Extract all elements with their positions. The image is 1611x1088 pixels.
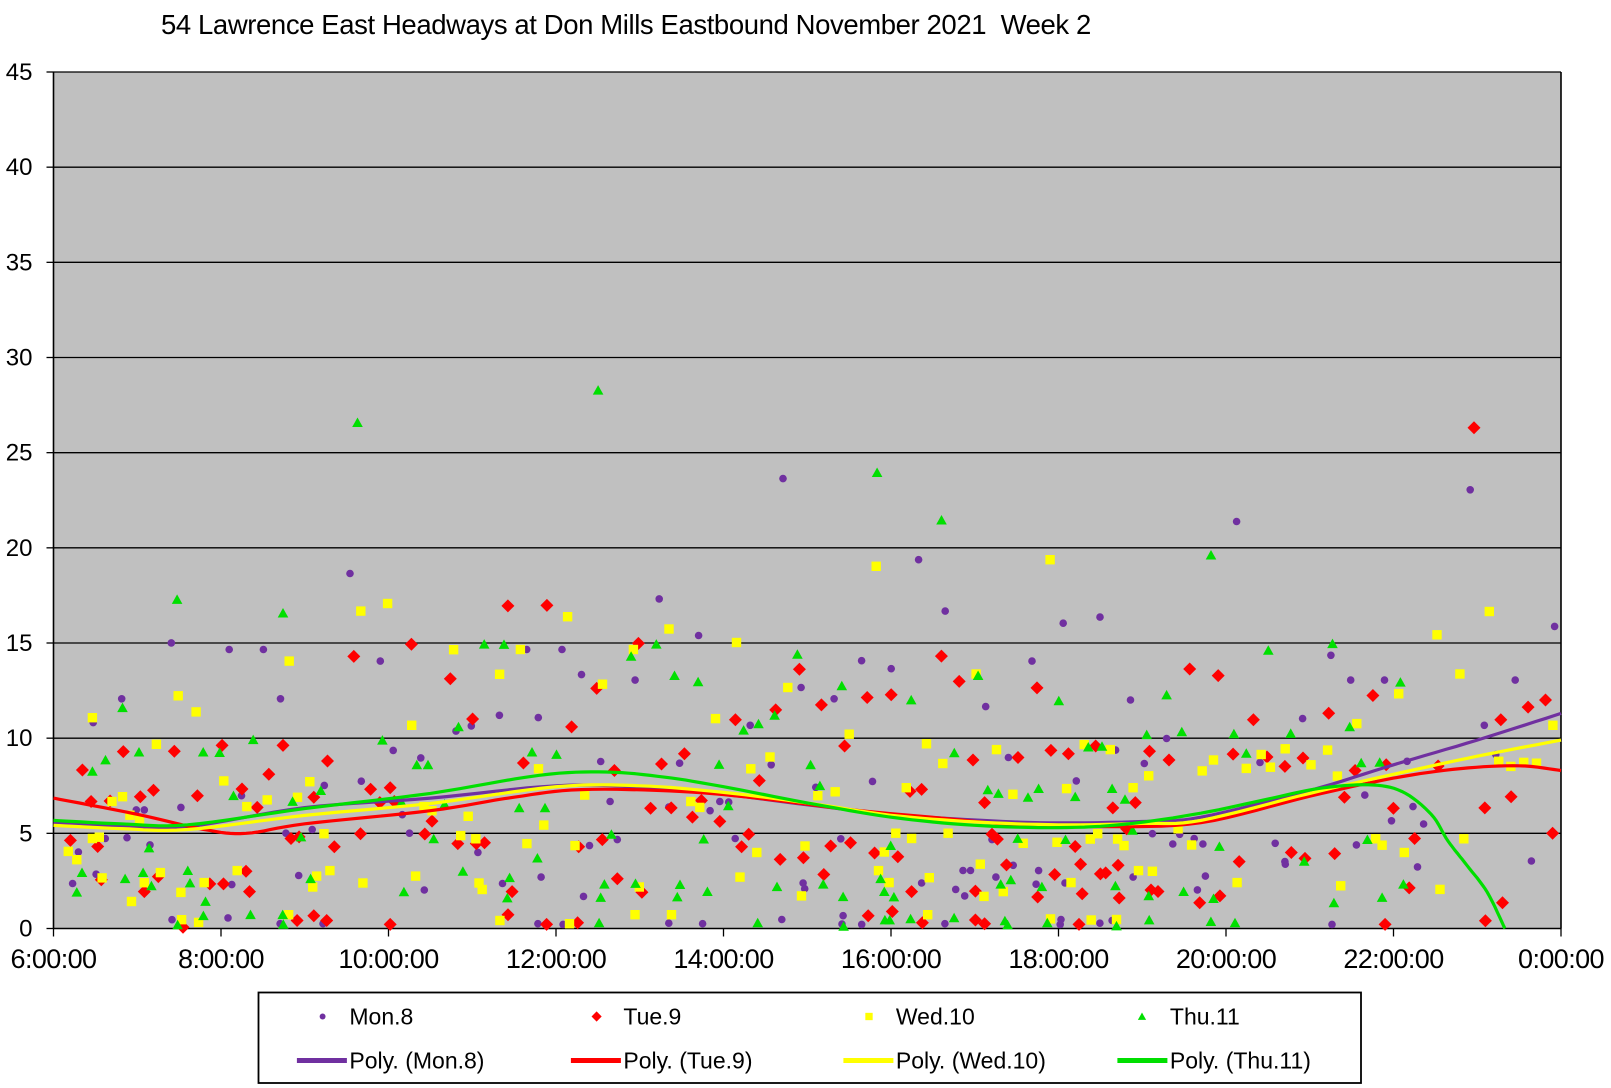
svg-text:14:00:00: 14:00:00 — [673, 944, 773, 974]
svg-text:Poly. (Thu.11): Poly. (Thu.11) — [1170, 1048, 1311, 1074]
svg-text:20: 20 — [6, 535, 33, 562]
svg-text:Thu.11: Thu.11 — [1170, 1004, 1240, 1030]
svg-text:12:00:00: 12:00:00 — [506, 944, 606, 974]
svg-text:15: 15 — [6, 630, 33, 657]
svg-text:25: 25 — [6, 440, 33, 467]
svg-text:Wed.10: Wed.10 — [896, 1004, 975, 1030]
svg-text:16:00:00: 16:00:00 — [841, 944, 941, 974]
svg-text:Poly. (Mon.8): Poly. (Mon.8) — [349, 1048, 484, 1074]
svg-text:54 Lawrence East Headways at D: 54 Lawrence East Headways at Don Mills E… — [161, 9, 1091, 40]
svg-text:40: 40 — [6, 154, 33, 181]
svg-text:Poly. (Wed.10): Poly. (Wed.10) — [896, 1048, 1046, 1074]
svg-text:Tue.9: Tue.9 — [623, 1004, 681, 1030]
svg-text:Mon.8: Mon.8 — [349, 1004, 413, 1030]
svg-text:6:00:00: 6:00:00 — [11, 944, 97, 974]
svg-text:5: 5 — [19, 820, 32, 847]
svg-text:35: 35 — [6, 249, 33, 276]
svg-text:20:00:00: 20:00:00 — [1176, 944, 1276, 974]
svg-text:8:00:00: 8:00:00 — [178, 944, 264, 974]
svg-text:Poly. (Tue.9): Poly. (Tue.9) — [623, 1048, 752, 1074]
svg-text:22:00:00: 22:00:00 — [1343, 944, 1443, 974]
svg-text:0: 0 — [19, 916, 32, 943]
svg-text:45: 45 — [6, 59, 33, 86]
svg-text:18:00:00: 18:00:00 — [1008, 944, 1108, 974]
svg-text:0:00:00: 0:00:00 — [1518, 944, 1604, 974]
svg-text:30: 30 — [6, 345, 33, 372]
svg-text:10: 10 — [6, 725, 33, 752]
svg-text:10:00:00: 10:00:00 — [338, 944, 438, 974]
